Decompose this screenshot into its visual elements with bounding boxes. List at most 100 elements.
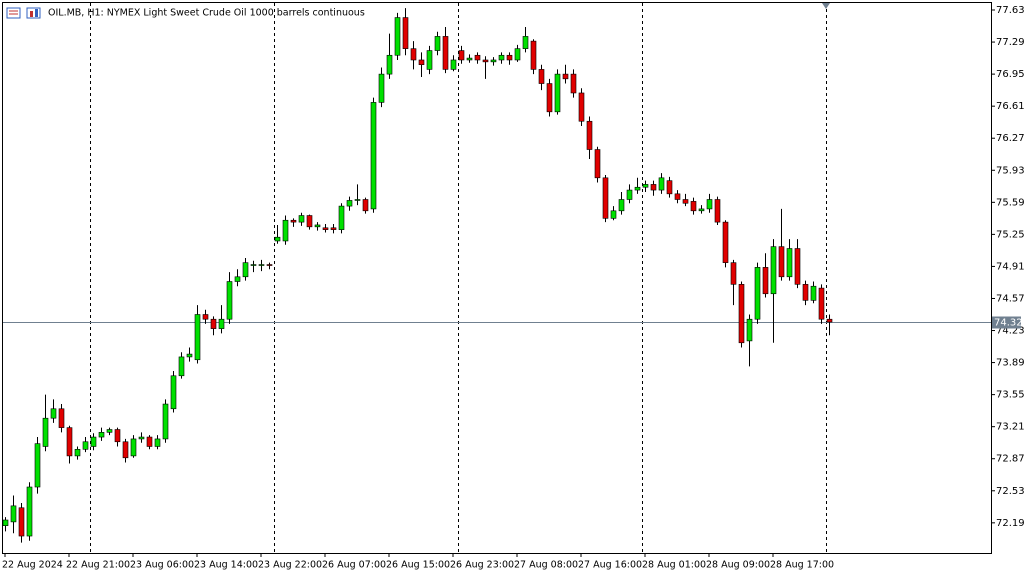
candle-body — [570, 73, 577, 94]
candle-body — [490, 59, 497, 63]
x-tick-label: 26 Aug 07:00 — [322, 560, 386, 571]
candle-body — [66, 427, 73, 457]
candle-body — [154, 438, 161, 447]
candle-body — [674, 193, 681, 200]
candle-body — [786, 248, 793, 278]
candle-body — [826, 318, 833, 323]
candle-body — [698, 208, 705, 212]
x-tick-label: 28 Aug 17:00 — [770, 560, 834, 571]
candle-body — [682, 199, 689, 204]
x-tick-label: 23 Aug 22:00 — [258, 560, 322, 571]
chart-title: OIL.MB, H1: NYMEX Light Sweet Crude Oil … — [48, 8, 365, 19]
candle-body — [90, 436, 97, 447]
candle-body — [730, 262, 737, 285]
candle-body — [290, 219, 297, 223]
candle-body — [82, 441, 89, 450]
icon-bar — [35, 9, 38, 17]
candle-body — [346, 200, 353, 207]
candle-body — [554, 73, 561, 113]
candle-body — [250, 264, 257, 266]
candle-body — [594, 149, 601, 179]
candle-body — [314, 224, 321, 228]
plot-frame — [2, 2, 992, 554]
x-tick-label: 26 Aug 23:00 — [450, 560, 514, 571]
candle-body — [194, 314, 201, 361]
x-tick-label: 27 Aug 16:00 — [578, 560, 642, 571]
candle-body — [458, 50, 465, 61]
candle-body — [122, 441, 129, 459]
candle-body — [2, 519, 9, 526]
y-tick-label: 75.59 — [996, 197, 1025, 208]
candle-body — [298, 215, 305, 223]
candle-body — [74, 449, 81, 457]
candle-body — [482, 59, 489, 63]
y-tick-label: 76.61 — [996, 101, 1025, 112]
candle-body — [138, 436, 145, 440]
icon[interactable] — [26, 7, 41, 19]
candle-body — [602, 177, 609, 219]
candle-body — [546, 83, 553, 113]
candle-body — [538, 69, 545, 84]
y-tick-label: 73.55 — [996, 390, 1025, 401]
candle-body — [34, 443, 41, 488]
candle-body — [762, 267, 769, 295]
y-tick-label: 76.95 — [996, 69, 1025, 80]
candle-body — [626, 189, 633, 200]
candle-body — [562, 73, 569, 80]
candle-body — [210, 318, 217, 329]
candle-body — [330, 227, 337, 230]
candle-body — [58, 408, 65, 428]
candle-body — [18, 507, 25, 537]
candle-body — [778, 246, 785, 278]
separators — [90, 3, 827, 553]
y-tick-label: 74.57 — [996, 293, 1025, 304]
candle-body — [410, 48, 417, 61]
plot: 77.63 77.29 76.95 76.61 76.27 75.93 75.59 75.25… — [2, 5, 1025, 570]
candle-body — [802, 284, 809, 301]
icon-bar — [30, 11, 33, 17]
candle-body — [650, 184, 657, 191]
x-tick-label: 22 Aug 2024 — [2, 560, 63, 571]
y-tick-label: 74.23 — [996, 326, 1025, 337]
candle-body — [170, 375, 177, 410]
candle-body — [234, 276, 241, 282]
candle-body — [466, 57, 473, 61]
y-tick-label: 73.89 — [996, 358, 1025, 369]
candle-body — [186, 353, 193, 358]
candle-body — [338, 205, 345, 230]
y-tick-label: 72.53 — [996, 486, 1025, 497]
candle-body — [130, 438, 137, 457]
candle-body — [266, 264, 273, 266]
candle-body — [754, 267, 761, 320]
candle-body — [610, 210, 617, 219]
y-tick-label: 72.87 — [996, 454, 1025, 465]
candle-body — [506, 54, 513, 61]
candle-body — [50, 408, 57, 419]
candle-body — [618, 199, 625, 212]
price-label: 74.32 — [994, 318, 1023, 329]
candle-body — [370, 102, 377, 210]
candle-body — [530, 40, 537, 70]
candle-body — [98, 432, 105, 438]
x-tick-label: 26 Aug 15:00 — [386, 560, 450, 571]
candle-body — [306, 215, 313, 228]
candle-body — [498, 54, 505, 61]
x-tick-label: 27 Aug 08:00 — [514, 560, 578, 571]
y-tick-label: 73.21 — [996, 422, 1025, 433]
candle-body — [666, 180, 673, 195]
candle-body — [442, 36, 449, 70]
candle-body — [722, 221, 729, 263]
candle-body — [514, 48, 521, 61]
x-tick-label: 28 Aug 01:00 — [642, 560, 706, 571]
y-tick-label: 75.93 — [996, 165, 1025, 176]
candle-body — [770, 246, 777, 295]
shift-marker[interactable] — [822, 3, 830, 9]
candle-body — [386, 54, 393, 75]
toolbar-icons[interactable] — [6, 7, 41, 19]
x-tick-label: 23 Aug 14:00 — [194, 560, 258, 571]
candle-body — [354, 199, 361, 201]
icon[interactable] — [6, 7, 21, 19]
candle-body — [450, 59, 457, 70]
candle-body — [706, 199, 713, 210]
candle-body — [522, 36, 529, 49]
